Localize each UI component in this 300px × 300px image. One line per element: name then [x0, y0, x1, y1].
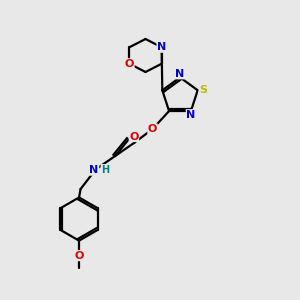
Text: S: S	[199, 85, 207, 95]
Text: O: O	[148, 124, 157, 134]
Text: N: N	[89, 165, 99, 175]
Text: O: O	[74, 250, 84, 261]
Text: O: O	[129, 131, 139, 142]
Text: N: N	[186, 110, 196, 120]
Text: H: H	[101, 164, 109, 175]
Text: N: N	[157, 42, 166, 52]
Text: O: O	[125, 59, 134, 69]
Text: N: N	[176, 69, 184, 79]
